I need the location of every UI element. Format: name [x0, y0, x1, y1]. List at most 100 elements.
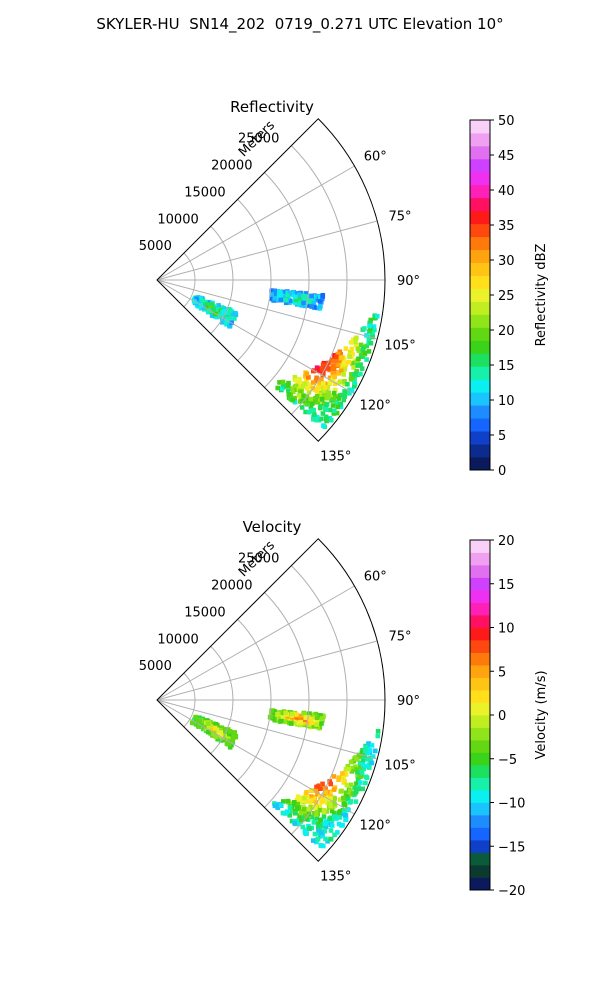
azimuth-spoke [156, 220, 378, 281]
echo-cell [352, 785, 357, 790]
echo-cell [224, 741, 230, 747]
echo-cell [349, 765, 354, 771]
echo-cell [358, 774, 363, 779]
echo-cell [314, 715, 320, 721]
echo-cell [269, 292, 274, 297]
colorbar-segment [470, 379, 490, 393]
azimuth-tick-label: 90° [397, 274, 420, 289]
echo-cell [312, 305, 317, 310]
echo-cell [331, 411, 337, 416]
colorbar-segment [470, 777, 490, 791]
echo-cell [306, 390, 312, 395]
echo-cell [292, 375, 298, 380]
echo-cell [223, 308, 228, 314]
echo-cell [342, 808, 347, 813]
echo-cell [319, 376, 324, 382]
echo-cell [323, 789, 328, 795]
echo-cell [295, 805, 301, 811]
echo-cell [314, 365, 320, 370]
echo-cell [314, 788, 320, 794]
echo-cell [314, 375, 319, 381]
echo-cell [319, 721, 324, 726]
echo-cell [304, 378, 309, 383]
radial-tick-label: 5000 [139, 659, 172, 674]
echo-cell [353, 799, 359, 804]
echo-cell [336, 821, 342, 827]
echo-cell [349, 388, 355, 393]
echo-cell [319, 367, 325, 372]
echo-cell [327, 375, 333, 381]
echo-cell [349, 769, 355, 774]
colorbar-tick-label: 15 [498, 359, 515, 374]
echo-cell [271, 711, 277, 716]
echo-cell [300, 398, 305, 404]
echo-cell [303, 712, 309, 717]
echo-cell [328, 794, 333, 799]
sector-outline [156, 538, 386, 862]
azimuth-spoke [156, 165, 355, 281]
echo-cell [233, 312, 239, 318]
echo-cell [303, 813, 309, 819]
echo-cell [303, 295, 308, 300]
colorbar-segment [470, 752, 490, 766]
colorbar-label: Velocity (m/s) [534, 670, 549, 759]
colorbar-segment [470, 865, 490, 878]
echo-cell [219, 725, 224, 731]
echo-cell [283, 297, 289, 303]
echo-cell [309, 788, 314, 793]
colorbar-segment [470, 132, 490, 147]
echo-cell [323, 405, 328, 411]
echo-cell [201, 305, 206, 310]
echo-cell [319, 392, 325, 398]
echo-cell [327, 407, 333, 413]
echo-cell [272, 803, 278, 809]
echo-cell [312, 831, 318, 837]
echo-cell [292, 820, 297, 826]
echo-cell [369, 743, 375, 748]
colorbar-segment [470, 552, 490, 566]
echo-cell [321, 814, 327, 819]
echo-cell [321, 388, 327, 393]
echo-cell [303, 715, 309, 720]
echo-cell [208, 724, 213, 729]
echo-cell [362, 748, 368, 754]
echo-cell [364, 333, 369, 338]
echo-cell [324, 395, 330, 401]
echo-cell [356, 356, 361, 362]
colorbar: −20 −15 −10 −5 0 5 10 15 20 Velocity (m/s) [469, 534, 549, 899]
echo-cell [304, 790, 309, 795]
echo-cell [328, 836, 333, 842]
echo-cell [367, 326, 373, 331]
echo-cell [293, 294, 298, 300]
echo-cell [301, 814, 306, 820]
echo-cell [343, 790, 349, 795]
echo-cell [294, 712, 299, 718]
azimuth-tick-label: 135° [320, 450, 351, 465]
echo-cell [227, 729, 233, 734]
echo-cell [342, 381, 347, 387]
colorbar-segment [470, 223, 490, 238]
echo-cell [330, 370, 336, 376]
echo-cell [328, 781, 333, 787]
echo-cell [326, 366, 331, 371]
colorbar-segment [470, 431, 490, 445]
echo-cell [338, 355, 344, 361]
echo-cell [353, 764, 358, 769]
echo-cell [358, 362, 363, 367]
colorbar-segment [470, 314, 490, 328]
echo-cell [335, 404, 340, 410]
echo-cell [357, 762, 363, 767]
echo-cell [356, 752, 362, 758]
echo-cell [316, 368, 322, 373]
azimuth-spoke [156, 585, 355, 701]
echo-cell [211, 731, 216, 737]
echo-cell [309, 401, 315, 406]
colorbar-tick-label: 20 [498, 534, 515, 549]
echo-cell [348, 340, 354, 345]
echo-cell [305, 806, 311, 812]
colorbar-tick-label: 45 [498, 149, 515, 164]
echo-cell [321, 372, 326, 378]
echo-cell [367, 323, 372, 329]
echo-cell [315, 719, 321, 724]
echo-cell [275, 805, 281, 810]
